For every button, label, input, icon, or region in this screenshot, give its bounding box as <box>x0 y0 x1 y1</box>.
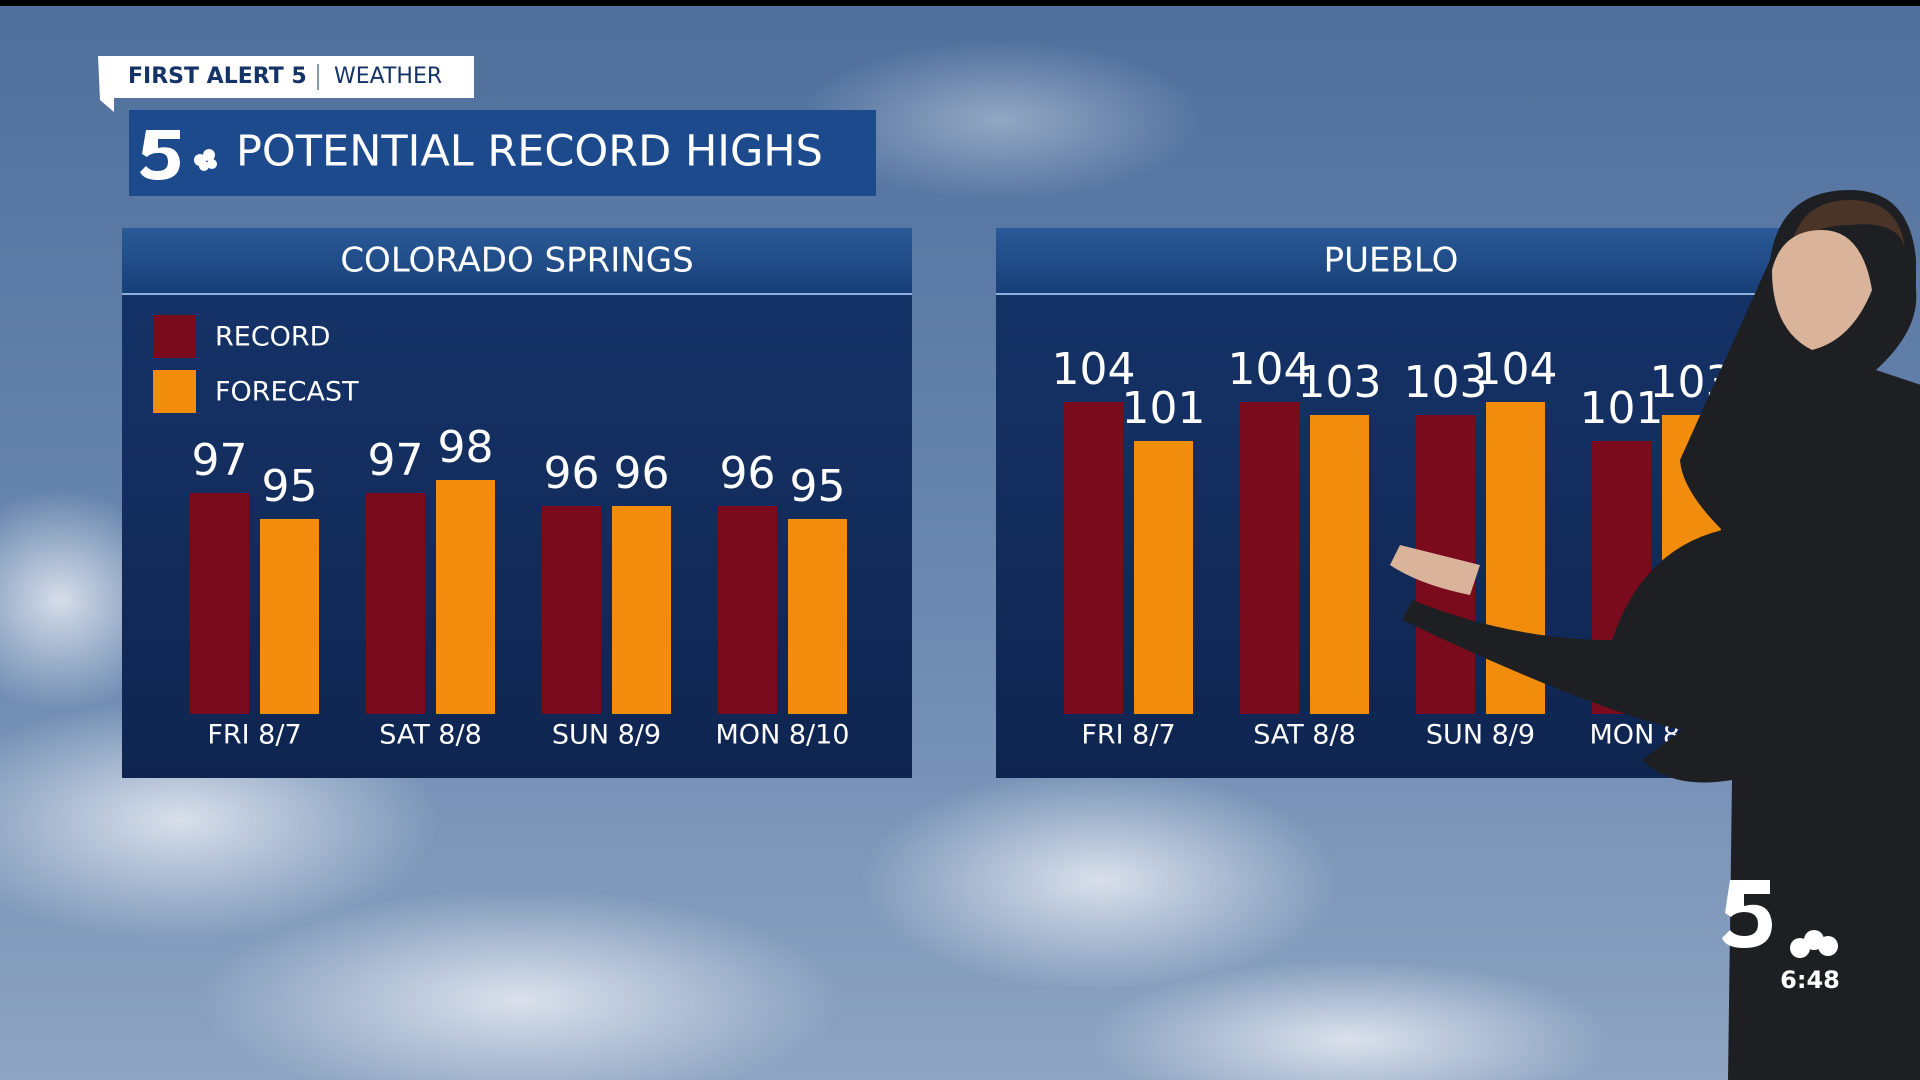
value-label: 104 <box>1228 344 1312 395</box>
category-label: MON 8/10 <box>716 720 850 751</box>
bar <box>1134 441 1193 714</box>
station-logo <box>140 130 217 180</box>
category-label: SUN 8/9 <box>552 720 661 751</box>
bar <box>1064 402 1123 714</box>
value-label: 95 <box>790 461 846 512</box>
value-label: 101 <box>1122 383 1206 434</box>
value-label: 104 <box>1052 344 1136 395</box>
panel-header <box>996 228 1786 294</box>
bar <box>366 493 425 714</box>
main-title: POTENTIAL RECORD HIGHS <box>236 127 823 177</box>
panel-title: COLORADO SPRINGS <box>340 241 693 281</box>
value-label: 103 <box>1404 357 1488 408</box>
title-box: POTENTIAL RECORD HIGHS <box>129 110 876 196</box>
value-label: 97 <box>192 435 248 486</box>
legend-swatch <box>153 315 196 358</box>
category-label: FRI 8/7 <box>207 720 301 751</box>
value-label: 96 <box>544 448 600 499</box>
bar <box>788 519 847 714</box>
bar <box>1240 402 1299 714</box>
bar <box>542 506 601 714</box>
category-label: FRI 8/7 <box>1081 720 1175 751</box>
value-label: 104 <box>1474 344 1558 395</box>
category-label: SUN 8/9 <box>1426 720 1535 751</box>
tag-label: WEATHER <box>334 64 442 89</box>
legend-label: FORECAST <box>215 377 359 408</box>
bar <box>190 493 249 714</box>
value-label: 97 <box>368 435 424 486</box>
panel-background <box>122 228 912 778</box>
value-label: 96 <box>614 448 670 499</box>
value-label: 96 <box>720 448 776 499</box>
panel-title: PUEBLO <box>1324 241 1459 281</box>
value-label: 95 <box>262 461 318 512</box>
chart-panel: COLORADO SPRINGS 97 95 FRI 8/7 97 98 SAT 8/8 96… <box>122 228 912 778</box>
corner-bug: 6:48 <box>1722 880 1840 994</box>
value-label: 103 <box>1298 357 1382 408</box>
legend-label: RECORD <box>215 322 330 353</box>
category-label: SAT 8/8 <box>379 720 482 751</box>
bar <box>260 519 319 714</box>
bar <box>612 506 671 714</box>
presenter <box>1390 190 1920 1080</box>
clock: 6:48 <box>1780 966 1840 994</box>
value-label: 101 <box>1580 383 1664 434</box>
top-edge <box>0 0 1920 6</box>
bar <box>436 480 495 714</box>
legend-swatch <box>153 370 196 413</box>
category-label: SAT 8/8 <box>1253 720 1356 751</box>
panel-header <box>122 228 912 294</box>
bar <box>1310 415 1369 714</box>
value-label: 98 <box>438 422 494 473</box>
bar <box>718 506 777 714</box>
tag-bar: FIRST ALERT 5 WEATHER <box>98 56 474 112</box>
tag-brand: FIRST ALERT 5 <box>128 64 307 89</box>
